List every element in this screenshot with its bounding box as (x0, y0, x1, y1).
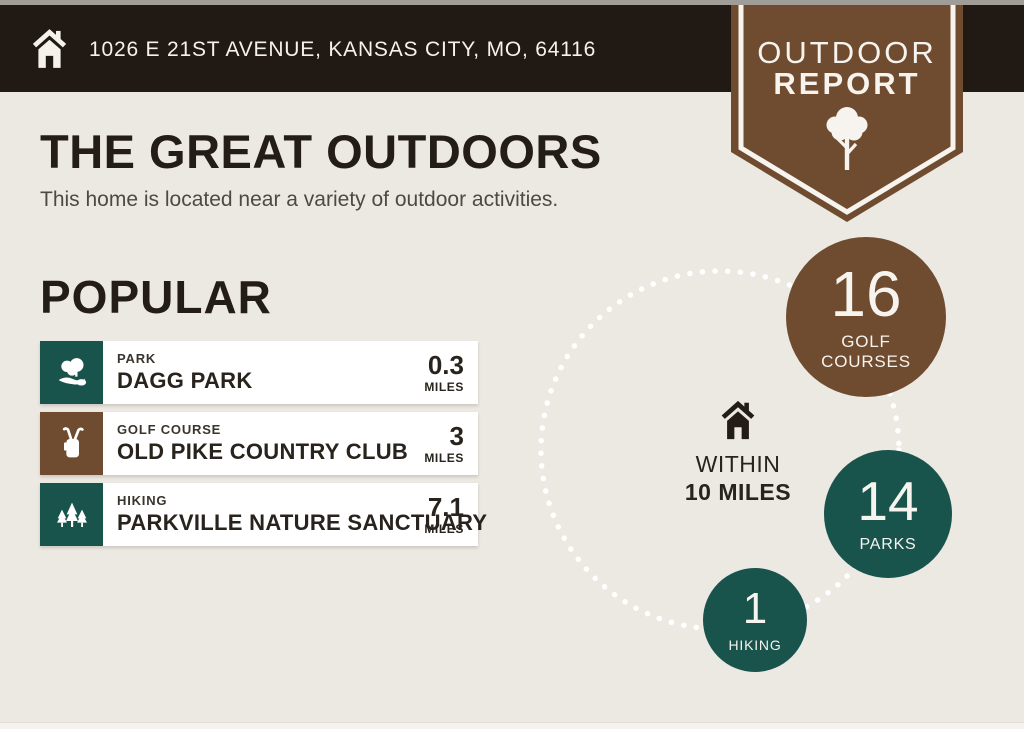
stat-circle-parks: 14 PARKS (824, 450, 952, 578)
item-category: PARK (117, 351, 157, 366)
popular-list: PARK DAGG PARK 0.3 MILES (40, 341, 488, 546)
badge-title-line1: OUTDOOR (757, 35, 937, 70)
home-icon (721, 400, 755, 440)
within-distance-label: 10 MILES (684, 479, 792, 505)
item-distance: 0.3 (427, 349, 464, 380)
item-distance-unit: MILES (424, 521, 464, 536)
item-name: OLD PIKE COUNTRY CLUB (117, 439, 409, 464)
outdoor-report-badge: OUTDOOR REPORT (731, 4, 963, 228)
item-distance-unit: MILES (424, 450, 464, 465)
golf-bag-icon (62, 426, 84, 457)
item-category: GOLF COURSE (117, 422, 222, 437)
stat-label: PARKS (859, 535, 917, 553)
stat-value: 14 (857, 469, 919, 532)
badge-title-line2: REPORT (773, 66, 921, 101)
golf-tile (40, 412, 103, 475)
page-title: THE GREAT OUTDOORS (40, 125, 602, 178)
within-label: WITHIN (695, 451, 781, 477)
item-category: HIKING (117, 493, 168, 508)
stat-circle-hiking: 1 HIKING (703, 568, 807, 672)
bottom-edge-strip (0, 722, 1024, 729)
stat-value: 1 (742, 583, 768, 633)
stat-circle-golf-courses: 16 GOLF COURSES (786, 237, 946, 397)
radius-center-label: WITHIN 10 MILES (658, 400, 818, 506)
pine-trees-icon (56, 502, 87, 527)
item-distance: 3 (449, 420, 464, 451)
item-distance: 7.1 (427, 491, 464, 522)
park-icon (58, 357, 86, 385)
item-name: DAGG PARK (117, 368, 253, 393)
top-edge-strip (0, 0, 1024, 5)
stat-value: 16 (830, 257, 902, 330)
hiking-tile (40, 483, 103, 546)
popular-heading: POPULAR (40, 271, 272, 323)
property-address: 1026 E 21ST AVENUE, KANSAS CITY, MO, 641… (89, 37, 597, 61)
park-tile (40, 341, 103, 404)
stat-label: GOLF COURSES (821, 331, 911, 371)
stat-label: HIKING (728, 636, 782, 653)
home-icon (32, 29, 67, 68)
popular-item-hiking: HIKING PARKVILLE NATURE SANCTUARY 7.1 MI… (40, 483, 488, 546)
popular-item-park: PARK DAGG PARK 0.3 MILES (40, 341, 478, 404)
popular-item-golf: GOLF COURSE OLD PIKE COUNTRY CLUB 3 MILE… (40, 412, 478, 475)
item-distance-unit: MILES (424, 379, 464, 394)
page-subtitle: This home is located near a variety of o… (40, 188, 559, 211)
tree-icon (826, 107, 868, 170)
item-name: PARKVILLE NATURE SANCTUARY (117, 510, 488, 535)
